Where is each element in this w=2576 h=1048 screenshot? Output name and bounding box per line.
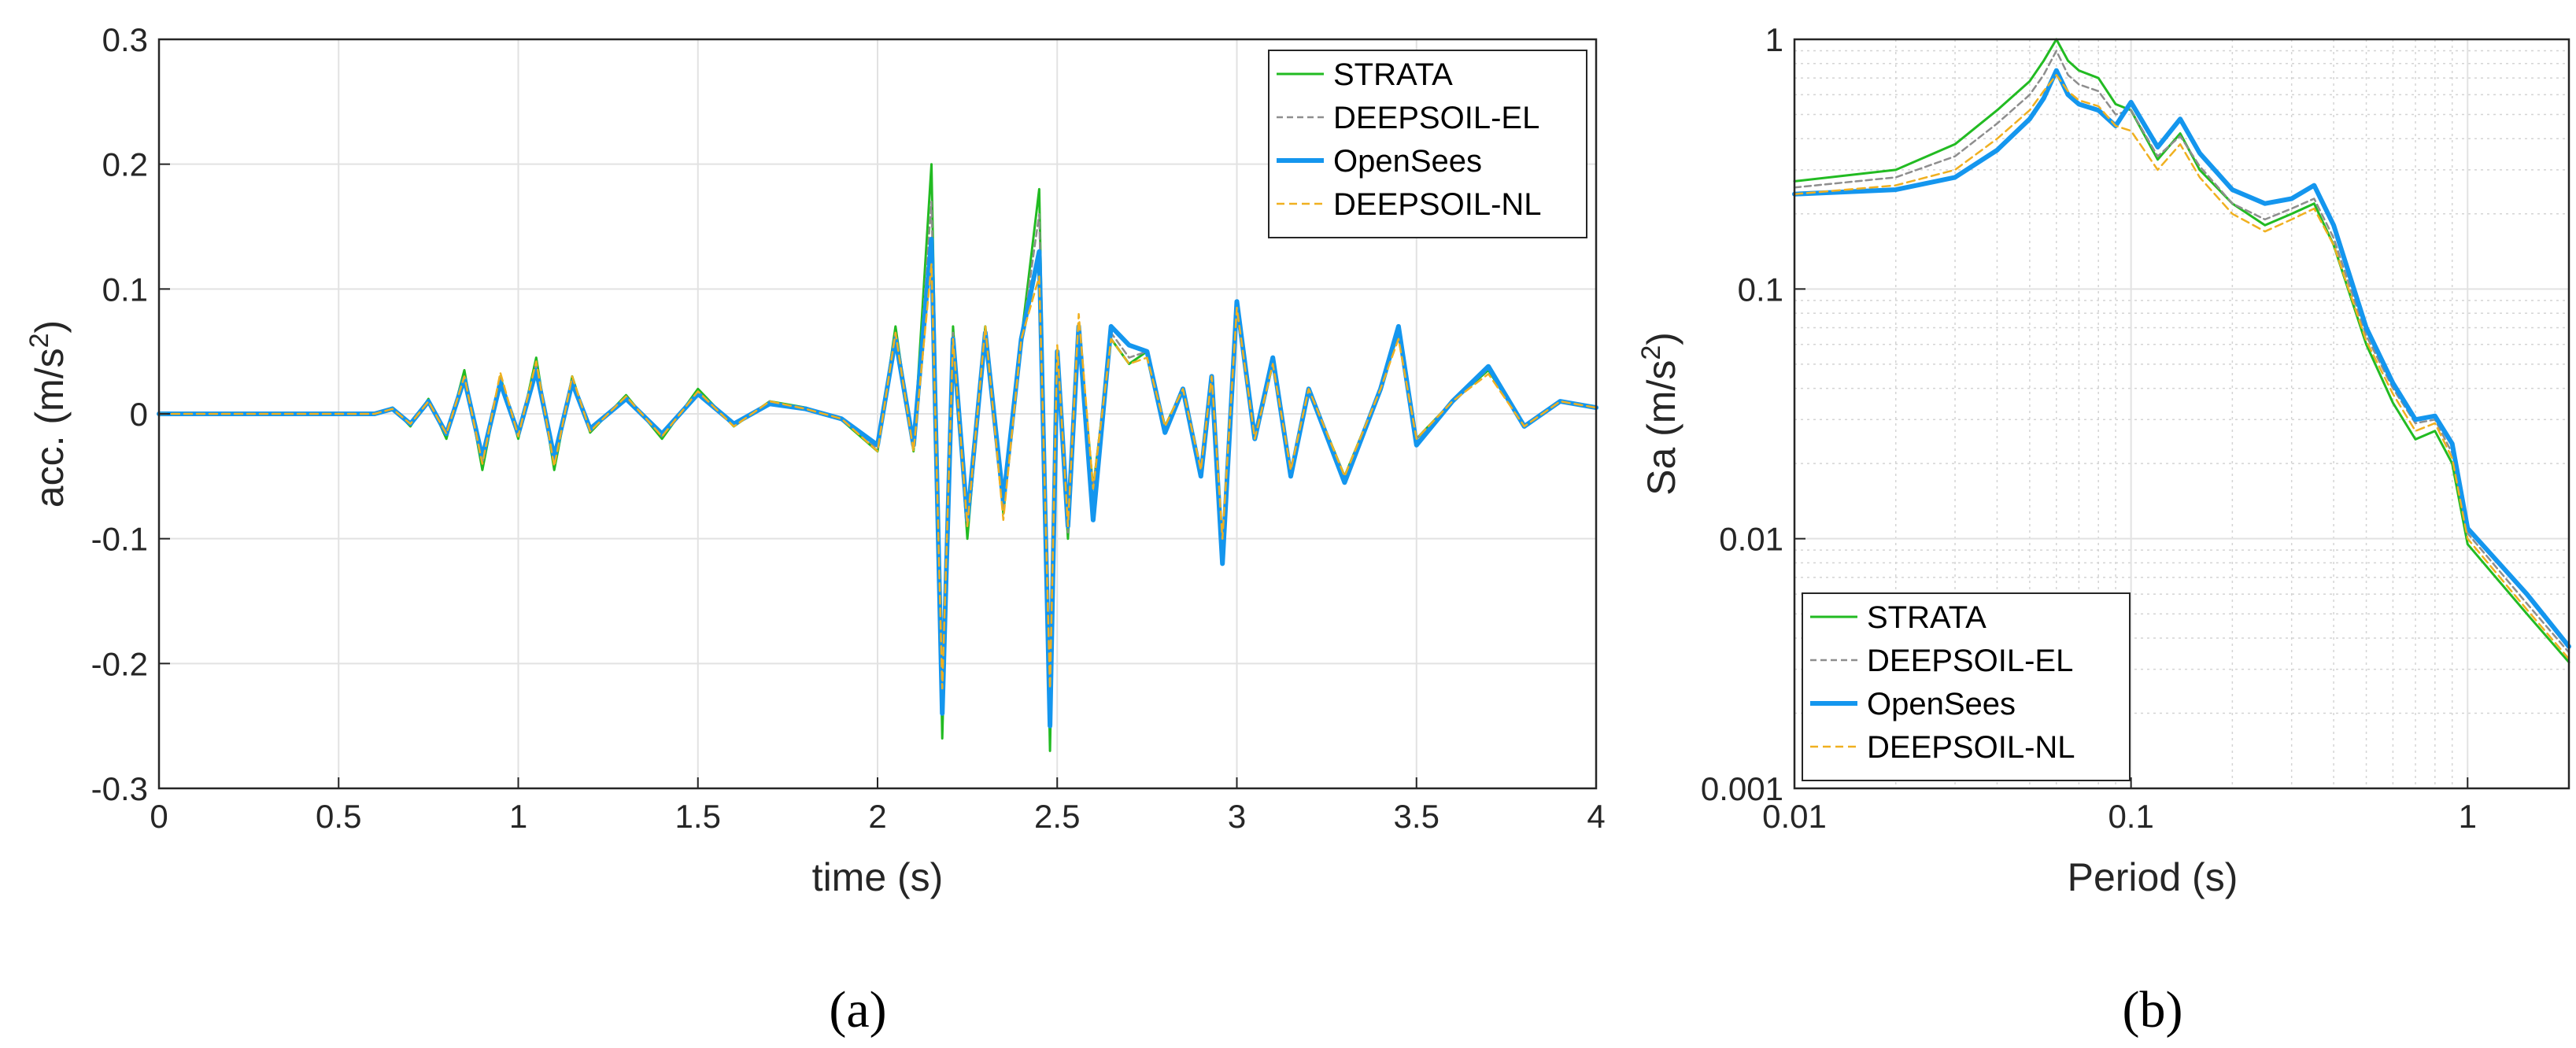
series-line-opensees (1792, 68, 2571, 649)
x-tick-label: 2.5 (1034, 798, 1080, 835)
y-tick-label: 0.1 (1738, 271, 1783, 308)
panel-a-ticks: 0 0.5 1 1.5 2 2.5 3 3.5 4 0.3 0.2 0.1 0 -0.1 -0.2 -0.3 (91, 21, 1606, 835)
panel-a-xlabel: time (s) (812, 855, 944, 899)
x-tick-label: 1 (509, 798, 527, 835)
series-line-deepsoil-nl (1793, 74, 2570, 660)
caption-b: (b) (2123, 981, 2183, 1039)
legend-label-deepsoil-el: DEEPSOIL-EL (1333, 101, 1539, 135)
y-tick-label: 0.001 (1701, 770, 1783, 807)
legend-label-opensees: OpenSees (1867, 687, 2016, 721)
panel-a-legend: STRATA DEEPSOIL-EL OpenSees DEEPSOIL-NL (1268, 50, 1587, 238)
legend-label-strata: STRATA (1867, 600, 1987, 635)
caption-a: (a) (829, 981, 886, 1039)
legend-label-strata: STRATA (1333, 57, 1453, 92)
x-tick-label: 0 (150, 798, 168, 835)
panel-a-legend-box (1268, 50, 1587, 238)
y-tick-label: 1 (1765, 21, 1783, 58)
x-tick-label: 3.5 (1394, 798, 1440, 835)
panel-b-xlabel: Period (s) (2068, 855, 2238, 899)
y-tick-label: 0.2 (102, 146, 148, 183)
panel-b-legend-box (1802, 592, 2131, 781)
x-tick-label: 1 (2459, 798, 2477, 835)
y-tick-label: 0.3 (102, 21, 148, 58)
panel-b-axes-box (1793, 38, 2570, 790)
panel-b-response-spectrum: 0.01 0.1 110.10.010.001 Period (s) Sa (m/s… (1636, 21, 2571, 1039)
legend-label-deepsoil-nl: DEEPSOIL-NL (1867, 730, 2075, 765)
panel-b-ylabel: Sa (m/s2) (1636, 332, 1683, 496)
x-tick-label: 2 (868, 798, 886, 835)
y-tick-label: 0 (130, 396, 148, 433)
series-line-deepsoil-el (1793, 50, 2570, 654)
panel-a-series (157, 163, 1598, 752)
series-line-deepsoil-nl (157, 263, 1598, 690)
panel-b-legend: STRATA DEEPSOIL-EL OpenSees DEEPSOIL-NL (1802, 592, 2131, 781)
panel-a-time-history: 0 0.5 1 1.5 2 2.5 3 3.5 40.30.20.10-0.1-0.2-0.3 … (24, 21, 1606, 1039)
y-tick-label: -0.1 (91, 521, 148, 558)
legend-label-deepsoil-el: DEEPSOIL-EL (1867, 644, 2073, 678)
x-tick-label: 0.01 (1762, 798, 1827, 835)
y-tick-label: 0.01 (1719, 521, 1783, 558)
panel-b-ticks: 0.01 0.1 110.10.010.001 (1701, 21, 2477, 835)
y-tick-label: -0.3 (91, 770, 148, 807)
panel-a-ylabel: acc. (m/s2) (24, 320, 72, 507)
y-tick-label: -0.2 (91, 645, 148, 682)
y-tick-label: 0.1 (102, 271, 148, 308)
legend-label-deepsoil-nl: DEEPSOIL-NL (1333, 187, 1542, 222)
x-tick-label: 0.1 (2108, 798, 2153, 835)
x-tick-label: 4 (1587, 798, 1605, 835)
legend-label-opensees: OpenSees (1333, 144, 1482, 179)
x-tick-label: 1.5 (675, 798, 721, 835)
x-tick-label: 3 (1228, 798, 1246, 835)
x-tick-label: 0.5 (316, 798, 361, 835)
panel-b-series (1792, 38, 2571, 664)
